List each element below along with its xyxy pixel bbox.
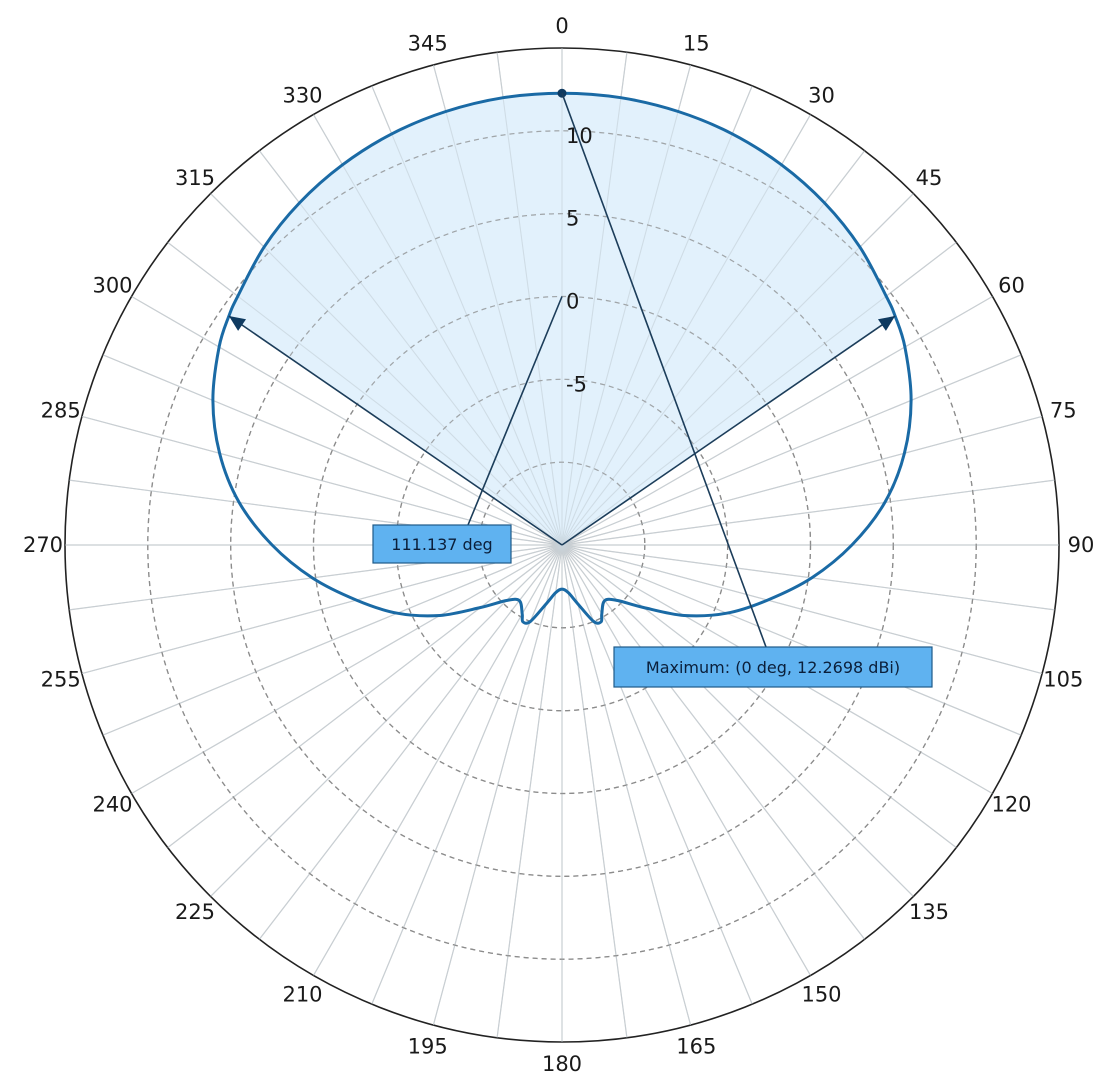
angular-grid-overlay	[432, 64, 563, 546]
pattern-layer	[65, 48, 1059, 1042]
angle-tick-label: 210	[282, 983, 322, 1007]
angular-grid-overlay	[561, 544, 628, 1038]
radial-tick-label: 10	[566, 124, 593, 148]
radial-grid-overlay	[147, 130, 977, 960]
annotation-box	[613, 646, 933, 688]
angle-tick-label: 270	[23, 533, 63, 557]
angular-grid-overlay	[561, 544, 1055, 611]
angle-tick-label: 315	[175, 166, 215, 190]
angle-tick-label: 120	[991, 793, 1031, 817]
radial-tick-label: -5	[566, 372, 587, 396]
beamwidth-arrowhead	[228, 316, 246, 331]
angle-tick-label: 300	[92, 274, 132, 298]
angle-tick-label: 60	[998, 274, 1025, 298]
angle-tick-label: 0	[555, 14, 568, 38]
angle-tick-label: 15	[683, 32, 710, 56]
angular-grid-overlay	[102, 544, 563, 736]
beamwidth-marker-line	[561, 315, 896, 546]
beamwidth-marker-line	[228, 315, 563, 546]
angle-tick-label: 30	[808, 84, 835, 108]
annotation-leader	[467, 296, 563, 526]
angular-grid-overlay	[561, 85, 753, 546]
annotation-text: Maximum: (0 deg, 12.2698 dBi)	[646, 658, 900, 677]
annotations: 111.137 deg Maximum: (0 deg, 12.2698 dBi)	[372, 92, 933, 688]
annotation-box	[372, 524, 512, 564]
angle-tick-label: 45	[916, 166, 943, 190]
axis-labels: 0153045607590105120135150165180195210225…	[23, 14, 1094, 1076]
angle-tick-label: 90	[1068, 533, 1095, 557]
angle-tick-label: 165	[676, 1034, 716, 1058]
angle-tick-label: 135	[909, 900, 949, 924]
angle-tick-label: 330	[282, 84, 322, 108]
annotation-text: 111.137 deg	[391, 535, 492, 554]
angular-grid-overlay	[167, 242, 563, 546]
angle-tick-label: 195	[408, 1034, 448, 1058]
angle-tick-label: 150	[801, 983, 841, 1007]
angular-grid-overlay	[496, 544, 563, 1038]
angular-grid-overlay	[432, 544, 563, 1026]
angular-grid-overlay	[561, 296, 993, 546]
angle-tick-label: 240	[92, 793, 132, 817]
radial-grid-overlay	[230, 213, 894, 877]
radial-grid-overlay	[478, 461, 646, 629]
annotation-leader	[561, 92, 767, 648]
radial-tick-label: 5	[566, 207, 579, 231]
angular-grid-overlay	[561, 544, 1022, 736]
angle-tick-label: 105	[1043, 667, 1083, 691]
angular-grid-overlay	[561, 544, 914, 897]
angle-tick-label: 180	[542, 1052, 582, 1076]
angle-tick-label: 75	[1050, 399, 1077, 423]
angular-grid-overlay	[561, 544, 811, 976]
angular-grid-overlay	[313, 544, 563, 976]
angle-tick-label: 345	[408, 32, 448, 56]
angle-tick-label: 225	[175, 900, 215, 924]
angle-tick-label: 285	[41, 399, 81, 423]
angle-tick-label: 255	[41, 667, 81, 691]
beamwidth-arrowhead	[878, 316, 896, 331]
pattern-line	[211, 91, 913, 625]
radial-tick-label: 0	[566, 290, 579, 314]
